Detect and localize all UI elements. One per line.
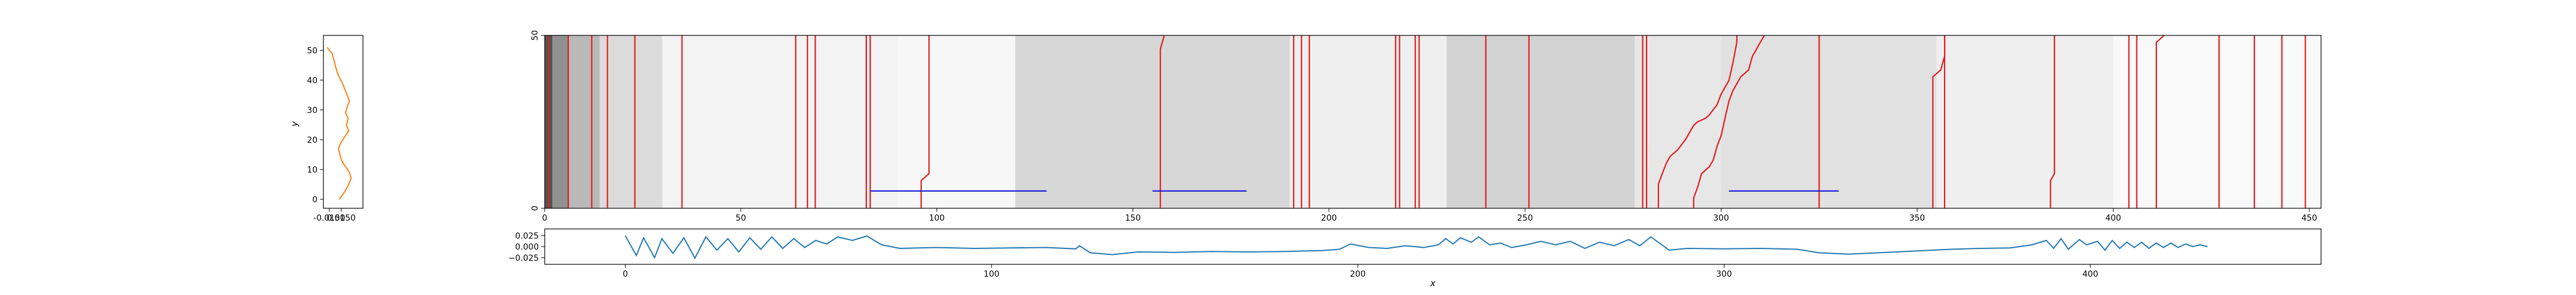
side-ytick-label: 30 bbox=[307, 106, 318, 115]
bottom-ytick-label: 0.025 bbox=[515, 231, 539, 241]
heatmap-band bbox=[1289, 35, 1447, 208]
red-trajectory-line bbox=[1658, 35, 1738, 208]
main-xtick-label: 300 bbox=[1713, 214, 1729, 223]
side-profile-line bbox=[326, 47, 352, 200]
side-ytick-label: 40 bbox=[307, 76, 318, 86]
main-xtick-label: 50 bbox=[735, 214, 746, 223]
side-profile-frame bbox=[323, 35, 364, 209]
main-xtick-label: 200 bbox=[1321, 214, 1337, 223]
red-trajectory-line bbox=[2050, 35, 2055, 208]
bottom-ytick-label: 0.000 bbox=[515, 242, 539, 252]
main-xtick-label: 350 bbox=[1909, 214, 1925, 223]
heatmap-band bbox=[600, 35, 663, 208]
bottom-xtick-label: 200 bbox=[1350, 270, 1366, 279]
main-heatmap-frame bbox=[544, 35, 2322, 209]
red-trajectory-line bbox=[920, 35, 930, 208]
main-xtick-label: 150 bbox=[1125, 214, 1141, 223]
main-xtick-label: 400 bbox=[2105, 214, 2121, 223]
main-xtick-label: 100 bbox=[929, 214, 945, 223]
heatmap-band bbox=[1721, 35, 1937, 208]
heatmap-band bbox=[1446, 35, 1635, 208]
red-trajectory-line bbox=[1693, 35, 1765, 208]
side-ytick-label: 20 bbox=[307, 136, 318, 145]
main-xtick-label: 0 bbox=[542, 214, 548, 223]
red-trajectory-line bbox=[2155, 35, 2165, 208]
bottom-xtick-label: 0 bbox=[623, 270, 628, 279]
heatmap-band bbox=[1015, 35, 1290, 208]
red-trajectory-line bbox=[1160, 35, 1165, 208]
side-profile-ylabel: y bbox=[289, 120, 300, 127]
bottom-xtick-label: 400 bbox=[2083, 270, 2099, 279]
main-ytick-label: 0 bbox=[531, 206, 540, 211]
heatmap-band bbox=[1936, 35, 2113, 208]
side-xtick-label: -0.0150 bbox=[313, 214, 345, 223]
heatmap-band bbox=[898, 35, 1016, 208]
main-xtick-label: 250 bbox=[1517, 214, 1533, 223]
side-ytick-label: 10 bbox=[307, 165, 318, 175]
heatmap-band bbox=[2113, 35, 2321, 208]
main-heatmap-panel: 0 50 100 150 200 250 300 350 400 450 0 50 bbox=[531, 30, 2322, 223]
side-xtick-label: 0.0150 bbox=[327, 214, 356, 223]
heatmap-band bbox=[552, 35, 568, 208]
bottom-signal-line bbox=[624, 235, 2208, 260]
bottom-xtick-label: 300 bbox=[1716, 270, 1732, 279]
heatmap-band bbox=[662, 35, 898, 208]
main-ytick-label: 50 bbox=[531, 30, 540, 41]
heatmap-band bbox=[568, 35, 600, 208]
main-xtick-label: 450 bbox=[2302, 214, 2318, 223]
side-ytick-label: 0 bbox=[312, 195, 318, 205]
bottom-signal-xlabel: x bbox=[1430, 278, 1436, 289]
side-ytick-label: 50 bbox=[307, 46, 318, 55]
heatmap-band bbox=[1635, 35, 1721, 208]
bottom-xtick-label: 100 bbox=[984, 270, 1000, 279]
bottom-ytick-label: −0.025 bbox=[508, 254, 539, 263]
